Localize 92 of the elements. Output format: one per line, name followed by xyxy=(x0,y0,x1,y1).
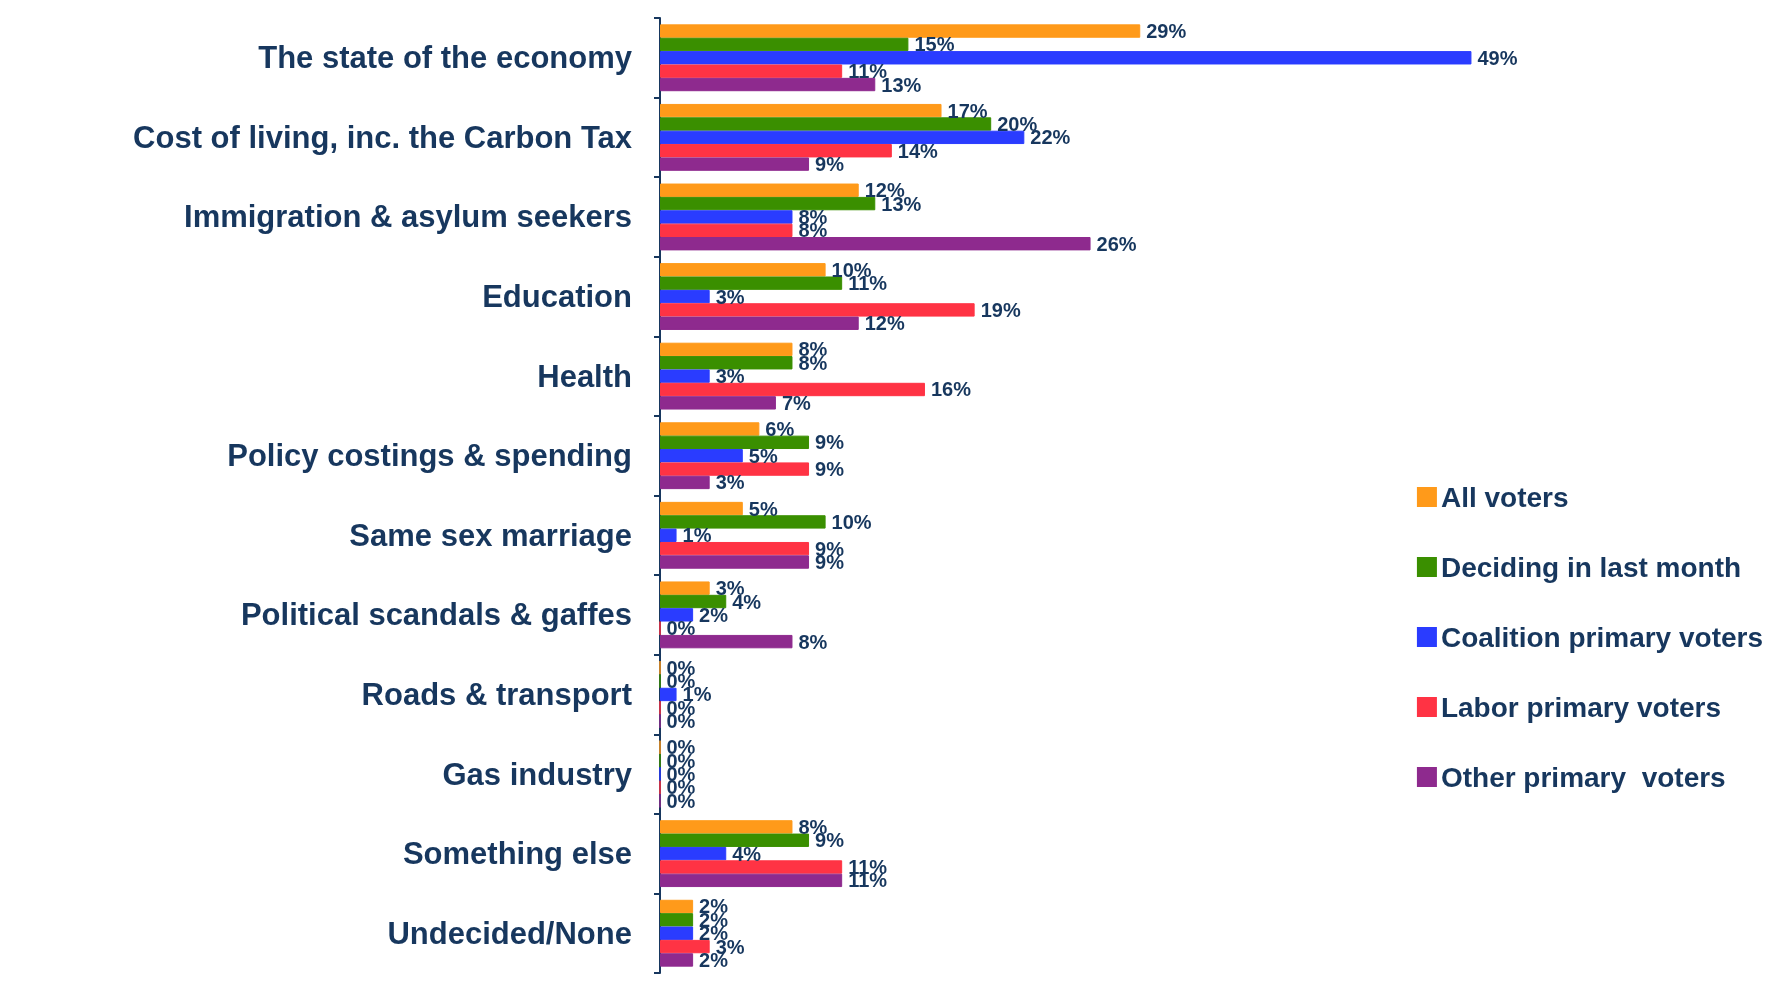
bar xyxy=(660,37,909,52)
y-tick-label: Gas industry xyxy=(442,756,633,792)
bar xyxy=(660,939,710,954)
bar xyxy=(660,528,677,542)
data-label: 29% xyxy=(1146,20,1187,43)
bar xyxy=(660,157,810,171)
legend-label: All voters xyxy=(1440,481,1569,513)
bar xyxy=(660,103,942,118)
bar xyxy=(660,144,892,158)
bar xyxy=(660,860,843,874)
y-tick-label: Policy costings & spending xyxy=(227,438,632,474)
bar xyxy=(660,130,1025,145)
bar xyxy=(660,541,810,556)
data-label: 6% xyxy=(765,417,795,440)
data-label: 9% xyxy=(815,458,845,481)
bar xyxy=(660,64,843,78)
bar xyxy=(660,594,727,609)
bar xyxy=(660,608,694,622)
bar xyxy=(660,422,760,436)
data-label: 17% xyxy=(947,99,988,122)
data-label: 5% xyxy=(748,444,778,467)
bar xyxy=(660,687,677,702)
bar xyxy=(660,501,743,516)
bar xyxy=(660,51,1472,65)
bar xyxy=(660,237,1091,251)
data-label: 9% xyxy=(815,153,845,176)
legend-label: Coalition primary voters xyxy=(1440,621,1764,653)
bar xyxy=(660,515,826,529)
bar xyxy=(660,555,810,569)
bar xyxy=(660,833,810,847)
y-tick-label: Political scandals & gaffes xyxy=(240,597,632,633)
bar xyxy=(660,183,859,197)
data-label: 2% xyxy=(699,603,729,626)
data-label: 16% xyxy=(930,378,972,401)
bar xyxy=(660,846,727,861)
bar xyxy=(660,369,710,383)
y-tick-label: Something else xyxy=(402,836,632,872)
data-label: 1% xyxy=(682,524,712,547)
bar xyxy=(660,316,859,330)
bar xyxy=(660,303,975,317)
bar xyxy=(660,210,793,224)
y-tick-label: Education xyxy=(482,279,632,315)
data-label: 3% xyxy=(715,285,745,308)
data-label: 26% xyxy=(1096,232,1137,255)
data-label: 8% xyxy=(798,630,828,653)
bar xyxy=(660,77,876,92)
data-label: 12% xyxy=(864,312,905,335)
bar xyxy=(660,634,793,649)
y-tick-label: Undecided/None xyxy=(387,915,632,951)
legend-label: Other primary voters xyxy=(1440,761,1726,793)
data-label: 3% xyxy=(715,471,745,494)
bar xyxy=(660,382,925,397)
bar xyxy=(660,356,793,370)
data-label: 49% xyxy=(1477,46,1518,69)
bar xyxy=(660,581,710,595)
bar xyxy=(660,449,743,463)
y-tick-label: Roads & transport xyxy=(361,676,632,712)
bar xyxy=(660,396,776,410)
bar xyxy=(660,276,843,290)
bar xyxy=(660,435,810,450)
bar xyxy=(660,913,694,927)
bar xyxy=(660,263,826,277)
data-label: 9% xyxy=(815,431,845,454)
bar xyxy=(660,24,1141,38)
data-label: 14% xyxy=(897,139,939,162)
y-tick-label: Same sex marriage xyxy=(349,517,632,553)
bar xyxy=(660,289,710,304)
bar xyxy=(660,117,992,131)
y-tick-label: Cost of living, inc. the Carbon Tax xyxy=(133,119,633,155)
y-tick-label: Immigration & asylum seekers xyxy=(184,199,632,235)
data-label: 0% xyxy=(666,617,696,640)
bar xyxy=(660,342,793,357)
bar xyxy=(660,196,876,211)
data-label: 19% xyxy=(980,298,1021,321)
y-tick-label: Health xyxy=(537,358,632,394)
bar xyxy=(660,820,793,834)
bar xyxy=(660,953,694,967)
data-label: 15% xyxy=(914,33,955,56)
bar xyxy=(660,873,843,888)
data-label: 10% xyxy=(831,510,872,533)
bar xyxy=(660,223,793,238)
data-label: 4% xyxy=(732,842,762,865)
legend-label: Labor primary voters xyxy=(1440,691,1722,723)
bar xyxy=(660,899,694,914)
bar xyxy=(660,926,694,940)
bar xyxy=(660,475,710,490)
data-label: 5% xyxy=(748,497,778,520)
bar xyxy=(660,462,810,476)
y-tick-label: The state of the economy xyxy=(258,40,633,76)
data-label: 3% xyxy=(715,365,745,388)
legend-label: Deciding in last month xyxy=(1440,551,1742,583)
data-label: 7% xyxy=(781,391,812,414)
